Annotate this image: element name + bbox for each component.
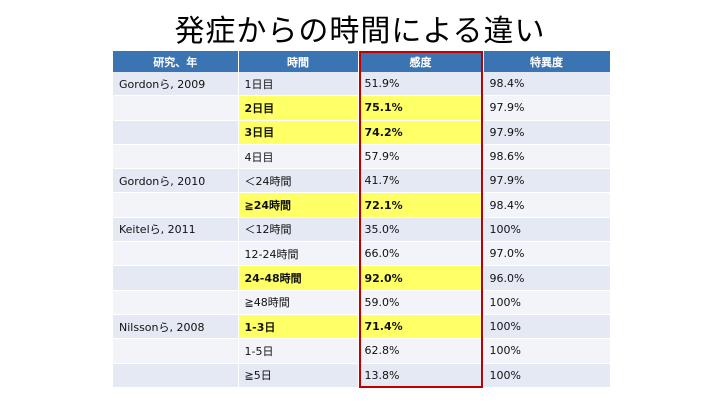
study-cell: [113, 95, 239, 121]
table-row: 2日目 75.1% 97.9%: [113, 95, 611, 121]
sensitivity-cell: 62.8%: [358, 338, 484, 364]
header-time: 時間: [238, 51, 359, 72]
study-cell: [113, 144, 239, 170]
table-row: Gordonら, 2010 ＜24時間 41.7% 97.9%: [113, 168, 611, 194]
time-cell: 4日目: [238, 144, 359, 170]
sensitivity-cell: 35.0%: [358, 217, 484, 243]
time-cell: 3日目: [238, 120, 359, 145]
specificity-cell: 97.9%: [483, 120, 611, 145]
specificity-cell: 100%: [483, 290, 611, 315]
specificity-cell: 100%: [483, 363, 611, 388]
table-row: Gordonら, 2009 1日目 51.9% 98.4%: [113, 72, 611, 97]
table-row: 4日目 57.9% 98.6%: [113, 144, 611, 170]
time-cell: ≧24時間: [238, 192, 359, 218]
results-table: 研究、年 時間 感度 特異度 Gordonら, 2009 1日目 51.9% 98.4…: [113, 51, 611, 388]
table-row: Keitelら, 2011 ＜12時間 35.0% 100%: [113, 217, 611, 243]
time-cell: 1-5日: [238, 338, 359, 364]
slide-title: 発症からの時間による違い: [174, 14, 546, 49]
specificity-cell: 100%: [483, 217, 611, 243]
time-cell: 1-3日: [238, 314, 359, 340]
study-cell: [113, 241, 239, 267]
header-sensitivity: 感度: [358, 51, 484, 72]
time-cell: 2日目: [238, 95, 359, 121]
study-cell: Nilssonら, 2008: [113, 314, 239, 340]
specificity-cell: 97.0%: [483, 241, 611, 267]
study-cell: Keitelら, 2011: [113, 217, 239, 243]
specificity-cell: 100%: [483, 338, 611, 364]
sensitivity-cell: 66.0%: [358, 241, 484, 267]
table-row: ≧48時間 59.0% 100%: [113, 290, 611, 315]
study-cell: [113, 265, 239, 291]
table-header-row: 研究、年 時間 感度 特異度: [113, 51, 611, 72]
table-row: 1-5日 62.8% 100%: [113, 338, 611, 364]
time-cell: 1日目: [238, 72, 359, 97]
sensitivity-cell: 13.8%: [358, 363, 484, 388]
sensitivity-cell: 57.9%: [358, 144, 484, 170]
specificity-cell: 96.0%: [483, 265, 611, 291]
table-row: 24-48時間 92.0% 96.0%: [113, 265, 611, 291]
specificity-cell: 97.9%: [483, 95, 611, 121]
study-cell: [113, 290, 239, 315]
specificity-cell: 97.9%: [483, 168, 611, 194]
sensitivity-cell: 41.7%: [358, 168, 484, 194]
table-row: Nilssonら, 2008 1-3日 71.4% 100%: [113, 314, 611, 340]
header-study: 研究、年: [113, 51, 239, 72]
study-cell: [113, 338, 239, 364]
time-cell: ≧48時間: [238, 290, 359, 315]
study-cell: Gordonら, 2010: [113, 168, 239, 194]
sensitivity-cell: 71.4%: [358, 314, 484, 340]
table-row: ≧5日 13.8% 100%: [113, 363, 611, 388]
header-specificity: 特異度: [483, 51, 611, 72]
sensitivity-cell: 51.9%: [358, 72, 484, 97]
study-cell: [113, 363, 239, 388]
table-row: ≧24時間 72.1% 98.4%: [113, 192, 611, 218]
sensitivity-cell: 92.0%: [358, 265, 484, 291]
time-cell: 12-24時間: [238, 241, 359, 267]
table-row: 3日目 74.2% 97.9%: [113, 120, 611, 145]
sensitivity-cell: 59.0%: [358, 290, 484, 315]
study-cell: [113, 192, 239, 218]
sensitivity-cell: 75.1%: [358, 95, 484, 121]
time-cell: ≧5日: [238, 363, 359, 388]
sensitivity-cell: 74.2%: [358, 120, 484, 145]
table-row: 12-24時間 66.0% 97.0%: [113, 241, 611, 267]
specificity-cell: 98.6%: [483, 144, 611, 170]
time-cell: ＜12時間: [238, 217, 359, 243]
sensitivity-cell: 72.1%: [358, 192, 484, 218]
specificity-cell: 100%: [483, 314, 611, 340]
time-cell: 24-48時間: [238, 265, 359, 291]
study-cell: [113, 120, 239, 145]
time-cell: ＜24時間: [238, 168, 359, 194]
specificity-cell: 98.4%: [483, 72, 611, 97]
study-cell: Gordonら, 2009: [113, 72, 239, 97]
specificity-cell: 98.4%: [483, 192, 611, 218]
